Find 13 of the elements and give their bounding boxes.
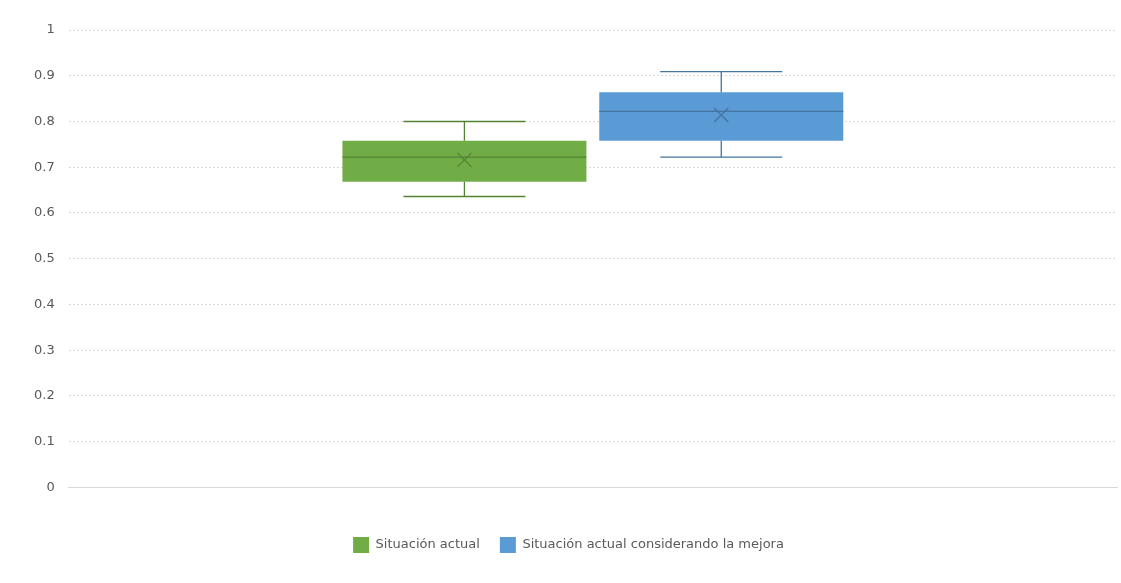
y-tick-label: 0.4 <box>33 295 55 311</box>
y-tick-label: 0.3 <box>33 341 55 357</box>
y-tick-label: 0.6 <box>33 204 55 220</box>
y-tick-label: 0.2 <box>33 387 55 403</box>
y-tick-label: 0.7 <box>33 158 55 174</box>
y-tick-label: 0.9 <box>33 67 55 83</box>
legend-label: Situación actual considerando la mejora <box>522 536 784 552</box>
legend-label: Situación actual <box>375 536 480 552</box>
y-tick-label: 0.1 <box>33 433 55 449</box>
y-tick-label: 0.5 <box>33 250 55 266</box>
y-tick-label: 0.8 <box>33 112 55 128</box>
y-tick-label: 0 <box>46 478 55 494</box>
y-tick-label: 1 <box>46 21 55 37</box>
